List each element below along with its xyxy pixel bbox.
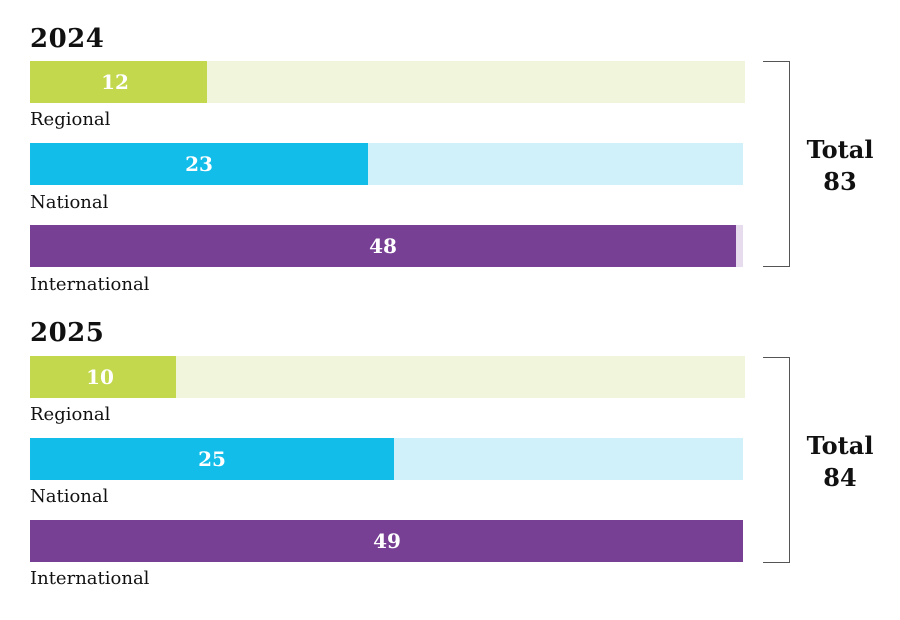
bar-label-international-2024: International: [30, 274, 150, 295]
bar-row-national-2025: 25: [30, 438, 745, 480]
total-bracket-2025: [763, 357, 790, 563]
bar-row-international-2024: 48: [30, 225, 745, 267]
chart-2024: 2024 12 Regional 23 National 48 Internat…: [30, 26, 790, 296]
bar-regional-2024: [30, 61, 207, 103]
chart-2025: 2025 10 Regional 25 National 49 Internat…: [30, 320, 790, 590]
bar-label-international-2025: International: [30, 568, 150, 589]
total-2025: Total 84: [795, 430, 885, 494]
bar-national-2024: [30, 143, 368, 185]
bar-row-regional-2024: 12: [30, 61, 745, 103]
total-value-2025: 84: [823, 463, 857, 492]
total-2024: Total 83: [795, 134, 885, 198]
bar-national-2025: [30, 438, 394, 480]
total-value-2024: 83: [823, 167, 857, 196]
bar-label-national-2024: National: [30, 192, 109, 213]
bar-label-regional-2024: Regional: [30, 109, 111, 130]
bar-international-2024: [30, 225, 736, 267]
bar-row-national-2024: 23: [30, 143, 745, 185]
bar-label-national-2025: National: [30, 486, 109, 507]
bar-row-regional-2025: 10: [30, 356, 745, 398]
chart-title-2024: 2024: [30, 24, 105, 54]
bar-label-regional-2025: Regional: [30, 404, 111, 425]
bar-row-international-2025: 49: [30, 520, 745, 562]
bar-international-2025: [30, 520, 743, 562]
bar-regional-2025: [30, 356, 176, 398]
total-label-2024: Total: [806, 135, 874, 164]
total-label-2025: Total: [806, 431, 874, 460]
total-bracket-2024: [763, 61, 790, 267]
chart-title-2025: 2025: [30, 318, 105, 348]
